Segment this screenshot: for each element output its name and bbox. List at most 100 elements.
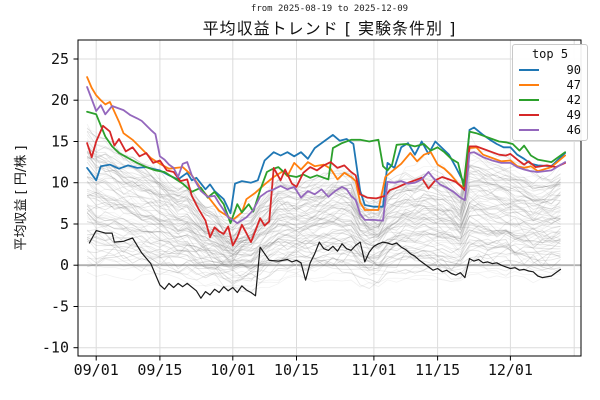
plot-border bbox=[77, 39, 582, 357]
ensemble-line bbox=[86, 176, 561, 245]
ensemble-line bbox=[86, 242, 561, 273]
y-tick-label: 5 bbox=[60, 215, 69, 233]
ensemble-line bbox=[86, 204, 561, 256]
ensemble-line bbox=[87, 248, 561, 268]
ensemble-line bbox=[86, 238, 561, 285]
ensemble-line bbox=[86, 188, 561, 256]
legend-entry-label: 46 bbox=[566, 122, 581, 137]
ensemble-line bbox=[87, 181, 561, 249]
ensemble-line bbox=[86, 157, 561, 252]
ensemble-line bbox=[86, 172, 561, 262]
ensemble-line bbox=[86, 144, 561, 238]
legend-entry: 90 bbox=[519, 62, 581, 77]
ensemble-line bbox=[86, 203, 561, 257]
legend-entry-label: 42 bbox=[566, 92, 581, 107]
ensemble-line bbox=[86, 180, 561, 254]
x-tick-label: 09/15 bbox=[137, 361, 182, 379]
legend-entry: 47 bbox=[519, 77, 581, 92]
ensemble-line bbox=[87, 197, 561, 266]
ensemble-line bbox=[86, 191, 561, 243]
ensemble-line bbox=[86, 203, 561, 245]
ensemble-line bbox=[86, 236, 561, 270]
ensemble-line bbox=[86, 193, 561, 264]
ensemble-line bbox=[87, 236, 561, 271]
y-tick-label: -5 bbox=[51, 298, 69, 316]
legend-entry-label: 47 bbox=[566, 77, 581, 92]
ensemble-line bbox=[87, 218, 561, 264]
ensemble-line bbox=[86, 208, 561, 266]
x-tick-label: 10/01 bbox=[210, 361, 255, 379]
ensemble-line bbox=[86, 212, 561, 266]
ensemble-line bbox=[86, 175, 561, 256]
y-tick-label: 20 bbox=[51, 91, 69, 109]
legend-entry-label: 90 bbox=[566, 62, 581, 77]
ensemble-line bbox=[86, 208, 561, 258]
legend-title: top 5 bbox=[531, 47, 569, 61]
legend-entries: 90 47 42 49 46 bbox=[519, 62, 581, 137]
ensemble-line bbox=[86, 134, 561, 245]
ensemble-line bbox=[86, 194, 561, 251]
ensemble-line bbox=[86, 134, 561, 239]
ensemble-line bbox=[86, 137, 561, 237]
legend-entry: 46 bbox=[519, 122, 581, 137]
ensemble-line bbox=[87, 204, 561, 265]
ensemble-line bbox=[87, 177, 561, 263]
y-tick-label: -10 bbox=[42, 339, 69, 357]
legend-line-swatch bbox=[519, 98, 539, 101]
ensemble-line bbox=[86, 172, 561, 244]
ensemble-line bbox=[86, 231, 561, 259]
ensemble-line bbox=[86, 155, 561, 230]
series-line-42 bbox=[86, 110, 566, 225]
ensemble-line bbox=[86, 254, 561, 287]
ensemble-line bbox=[86, 123, 561, 217]
ensemble-line bbox=[86, 203, 561, 276]
ensemble-line bbox=[86, 234, 561, 263]
ensemble-line bbox=[86, 190, 561, 249]
y-tick-label: 0 bbox=[60, 256, 69, 274]
legend-entry: 42 bbox=[519, 92, 581, 107]
series-line-47 bbox=[86, 76, 566, 221]
ensemble-line bbox=[86, 145, 561, 236]
series-line-46 bbox=[86, 86, 566, 225]
ensemble-line bbox=[86, 212, 561, 277]
ensemble-line bbox=[86, 214, 561, 259]
y-tick-label: 10 bbox=[51, 174, 69, 192]
x-tick-label: 11/01 bbox=[351, 361, 396, 379]
legend-line-swatch bbox=[519, 113, 539, 116]
ensemble-line bbox=[86, 131, 561, 229]
ensemble-line bbox=[86, 156, 561, 245]
y-tick-label: 25 bbox=[51, 50, 69, 68]
x-tick-label: 09/01 bbox=[74, 361, 119, 379]
ensemble-line bbox=[87, 194, 561, 248]
x-tick-label: 11/15 bbox=[415, 361, 460, 379]
legend-line-swatch bbox=[519, 83, 539, 86]
ensemble-line bbox=[86, 205, 561, 268]
ensemble-line bbox=[86, 195, 561, 252]
series-line-49 bbox=[86, 124, 566, 247]
legend: top 5 90 47 42 49 46 bbox=[512, 44, 588, 141]
ensemble-line bbox=[86, 182, 561, 241]
legend-line-swatch bbox=[519, 68, 539, 71]
ensemble-line bbox=[86, 262, 561, 287]
ensemble-line bbox=[86, 168, 561, 251]
chart-subtitle: from 2025-08-19 to 2025-12-09 bbox=[250, 4, 409, 14]
legend-entry-label: 49 bbox=[566, 107, 581, 122]
ensemble-line bbox=[86, 161, 561, 243]
x-tick-label: 12/01 bbox=[488, 361, 533, 379]
ensemble-line bbox=[86, 150, 561, 231]
ensemble-line bbox=[86, 253, 561, 284]
series-line-baseline bbox=[88, 230, 562, 299]
chart-title: 平均収益トレンド [ 実験条件別 ] bbox=[202, 19, 457, 38]
ensemble-line bbox=[86, 151, 561, 251]
ensemble-line bbox=[86, 237, 561, 271]
ensemble-line bbox=[87, 221, 561, 272]
ensemble-line bbox=[86, 175, 561, 241]
ensemble-line bbox=[87, 233, 561, 282]
ensemble-line bbox=[86, 229, 561, 284]
ensemble-line bbox=[86, 271, 561, 291]
ensemble-line bbox=[86, 152, 561, 232]
ensemble-line bbox=[86, 176, 561, 252]
ensemble-line bbox=[87, 257, 561, 280]
